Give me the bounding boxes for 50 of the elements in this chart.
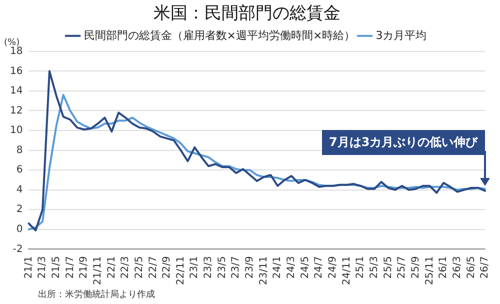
y-tick-label: 14	[10, 86, 23, 97]
x-tick-label: 23/7	[230, 256, 242, 279]
x-tick-label: 21/11	[92, 256, 104, 286]
x-tick-label: 24/9	[328, 256, 338, 279]
x-tick-label: 21/1	[23, 256, 34, 279]
x-tick-label: 23/1	[189, 256, 200, 279]
x-tick-label: 26/7	[480, 256, 491, 279]
x-tick-label: 26/3	[452, 256, 463, 279]
y-tick-label: 16	[10, 66, 23, 77]
x-tick-label: 21/7	[64, 256, 76, 279]
x-tick-label: 24/7	[314, 256, 325, 279]
x-tick-label: 25/7	[396, 256, 408, 279]
x-tick-label: 22/7	[148, 256, 159, 279]
text: 出所：米労働統計局より作成	[37, 288, 156, 302]
x-tick-label: 26/5	[466, 256, 477, 279]
x-tick-label: 24/3	[286, 256, 298, 279]
x-tick-label: 25/3	[368, 256, 380, 279]
y-tick-label: -2	[12, 244, 23, 255]
y-tick-label: 18	[10, 46, 23, 57]
x-tick-label: 23/5	[216, 256, 228, 279]
x-tick-label: 23/11	[258, 256, 270, 286]
x-tick-label: 25/9	[410, 256, 422, 279]
y-tick-label: 6	[16, 164, 23, 176]
x-tick-label: 23/9	[244, 256, 256, 279]
legend-label: 3カ月平均	[376, 28, 427, 42]
x-tick-label: 23/3	[203, 256, 214, 279]
y-tick-label: 8	[16, 144, 23, 156]
y-tick-label: 12	[10, 105, 23, 116]
x-tick-label: 21/5	[50, 256, 62, 279]
legend-label: 民間部門の総賃金（雇用者数×週平均労働時間×時給）	[84, 28, 356, 42]
x-tick-label: 24/1	[272, 256, 284, 279]
y-tick-label: 10	[10, 125, 23, 136]
x-tick-label: 21/3	[37, 256, 48, 279]
x-tick-label: 22/3	[120, 256, 132, 279]
x-tick-label: 21/9	[78, 256, 90, 279]
x-tick-label: 25/5	[382, 256, 394, 279]
x-tick-label: 24/5	[300, 256, 311, 279]
x-tick-label: 26/1	[438, 256, 450, 279]
y-tick-label: 0	[16, 224, 23, 235]
y-tick-label: 4	[16, 184, 23, 196]
y-tick-label: 2	[16, 204, 23, 216]
x-tick-label: 25/1	[355, 256, 366, 279]
x-tick-label: 24/11	[341, 256, 352, 286]
x-tick-label: 25/11	[424, 256, 436, 286]
x-tick-label: 22/5	[134, 256, 145, 279]
x-tick-label: 22/11	[175, 256, 186, 286]
chart-title: 米国：民間部門の総賃金	[154, 4, 340, 24]
x-tick-label: 22/1	[106, 256, 118, 279]
x-tick-label: 22/9	[162, 256, 173, 279]
annotation: 7月は3カ月ぶりの低い伸び	[322, 130, 485, 155]
